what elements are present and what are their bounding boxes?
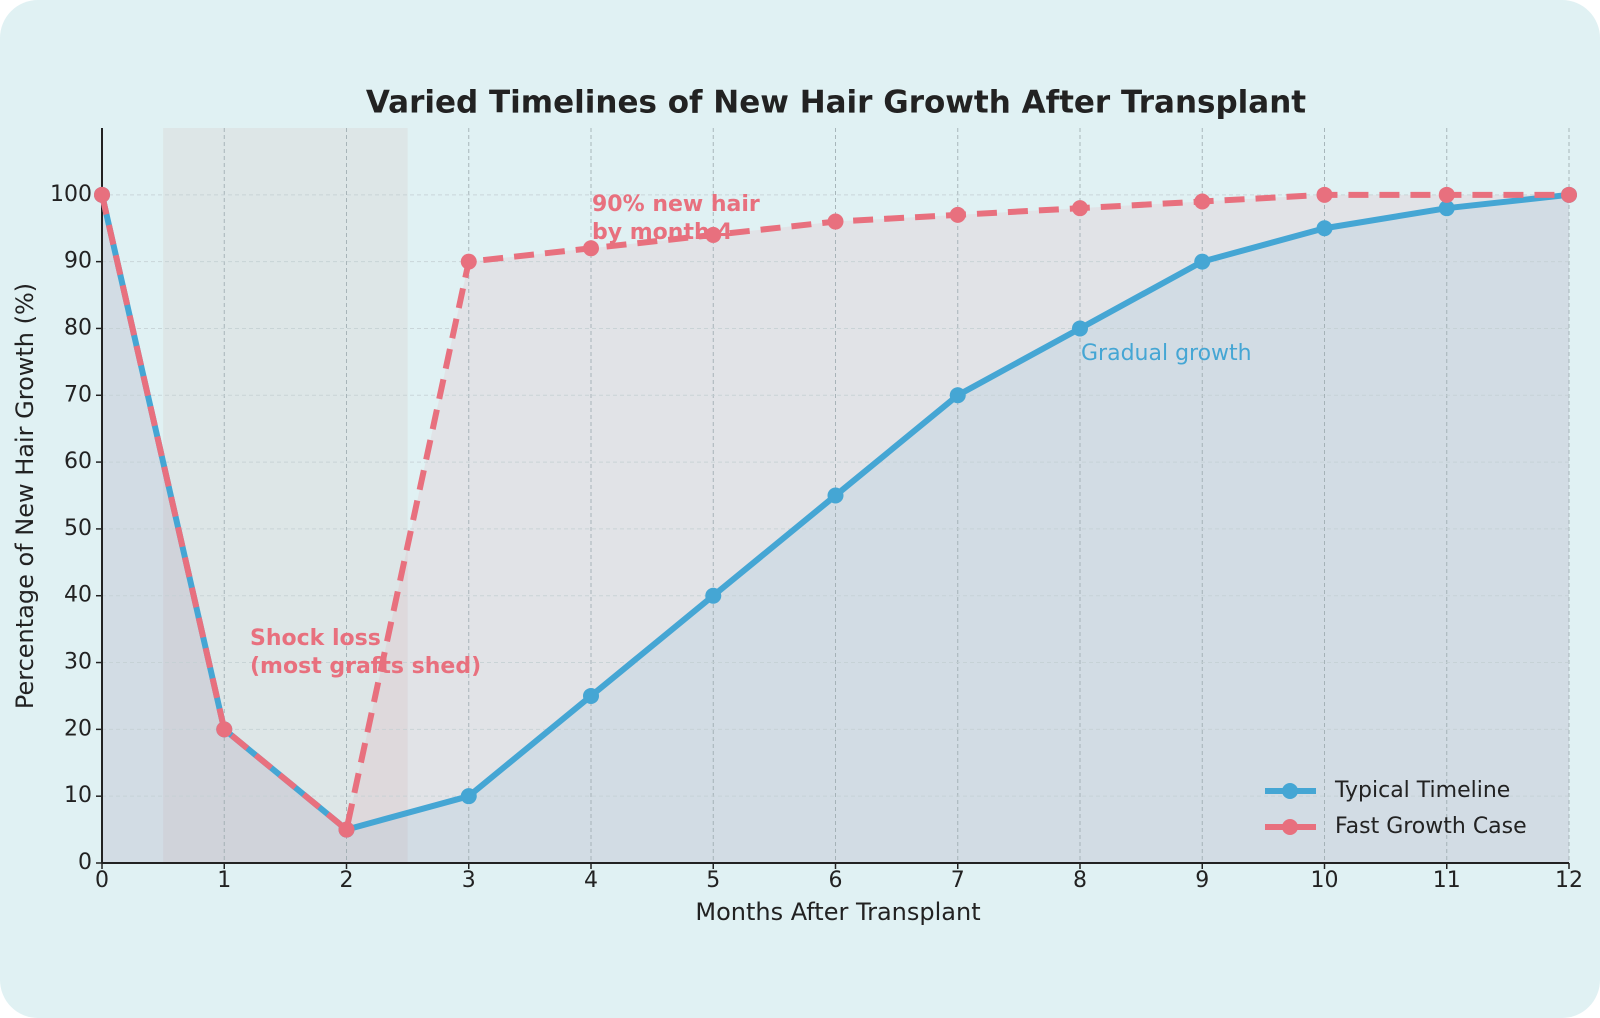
x-tick-label: 3 [462, 868, 476, 893]
x-tick-label: 7 [951, 868, 965, 893]
data-point [460, 253, 477, 270]
y-tick-label: 30 [64, 650, 92, 675]
annotation: 90% new hair [592, 192, 760, 217]
data-point [1316, 220, 1333, 237]
data-point [583, 687, 599, 704]
data-point [583, 240, 599, 257]
x-tick-label: 11 [1433, 868, 1461, 893]
data-point [216, 721, 233, 738]
data-point [460, 788, 477, 805]
x-tick-label: 1 [217, 868, 231, 893]
y-tick-label: 100 [50, 182, 92, 207]
data-point [1194, 193, 1211, 210]
x-tick-label: 8 [1073, 868, 1087, 893]
highlight-span [163, 128, 408, 863]
y-axis-label: Percentage of New Hair Growth (%) [11, 283, 39, 709]
annotation: Shock loss [250, 626, 381, 651]
annotation: (most grafts shed) [250, 654, 481, 679]
data-point [1438, 200, 1455, 217]
annotation: Gradual growth [1081, 341, 1252, 366]
x-tick-label: 5 [706, 868, 720, 893]
y-tick-label: 90 [64, 249, 92, 274]
annotation: by month 4 [592, 220, 733, 245]
legend-marker [1282, 819, 1298, 835]
data-point [1072, 200, 1088, 217]
y-tick-label: 80 [64, 315, 92, 340]
y-tick-label: 20 [64, 716, 92, 741]
data-point [94, 186, 110, 203]
data-point [1438, 186, 1455, 203]
legend-label: Fast Growth Case [1335, 814, 1527, 839]
data-point [1561, 186, 1577, 203]
data-point [1316, 186, 1333, 203]
data-point [705, 226, 722, 243]
y-tick-label: 70 [64, 382, 92, 407]
y-tick-label: 60 [64, 449, 92, 474]
x-tick-label: 4 [584, 868, 598, 893]
data-point [949, 206, 966, 223]
data-point [949, 387, 966, 404]
data-point [827, 213, 844, 230]
y-tick-label: 50 [64, 516, 92, 541]
x-tick-label: 0 [95, 868, 109, 893]
x-tick-label: 10 [1311, 868, 1339, 893]
data-point [705, 587, 722, 604]
data-point [1072, 320, 1088, 337]
x-axis-label: Months After Transplant [695, 898, 980, 926]
data-point [338, 821, 355, 838]
x-tick-label: 9 [1195, 868, 1209, 893]
x-tick-label: 6 [829, 868, 843, 893]
legend-label: Typical Timeline [1334, 778, 1510, 803]
y-tick-label: 0 [78, 850, 92, 875]
data-point [827, 487, 844, 504]
y-tick-label: 10 [64, 783, 92, 808]
legend-marker [1282, 783, 1298, 799]
x-tick-label: 2 [340, 868, 354, 893]
data-point [1194, 253, 1211, 270]
x-tick-label: 12 [1555, 868, 1583, 893]
y-tick-label: 40 [64, 583, 92, 608]
chart-title: Varied Timelines of New Hair Growth Afte… [366, 85, 1306, 121]
